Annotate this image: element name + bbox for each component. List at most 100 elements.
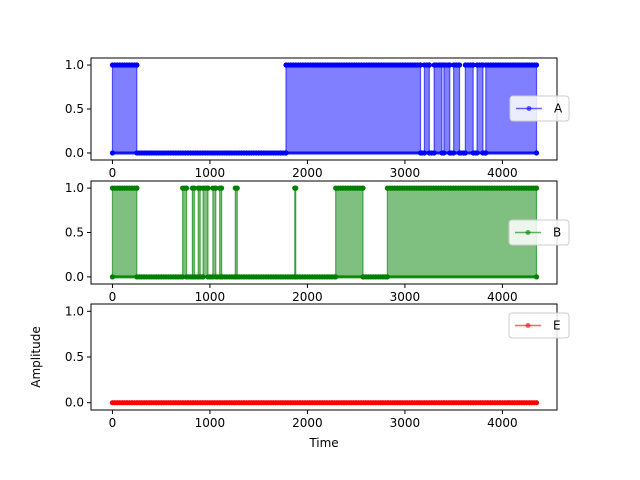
data-point	[431, 150, 437, 156]
x-tick-label: 0	[109, 166, 117, 180]
data-point	[417, 150, 424, 156]
area-fill	[443, 65, 450, 153]
data-point	[183, 274, 190, 280]
y-tick-label: 0.0	[65, 396, 84, 410]
data-point	[384, 274, 390, 280]
area-fill	[203, 188, 208, 277]
data-point	[205, 185, 211, 191]
area-fill	[235, 188, 238, 277]
y-tick-label: 0.0	[65, 270, 84, 284]
data-point	[533, 150, 540, 156]
data-point	[180, 274, 186, 280]
area-fill	[434, 65, 442, 153]
subplot-3: 0 1000 2000 3000 4000 0.0 0.5 1.0 Time Amplitude E	[29, 303, 570, 450]
x-tick-label: 3000	[390, 416, 421, 430]
x-tick-label: 3000	[390, 290, 421, 304]
data-point	[474, 150, 480, 156]
legend: E	[508, 312, 570, 339]
legend-label: E	[553, 319, 561, 333]
data-point	[213, 274, 219, 280]
data-point	[462, 150, 468, 156]
area-fill	[112, 188, 137, 277]
area-fill	[285, 65, 421, 153]
area-fill	[477, 65, 483, 153]
data-point	[234, 274, 240, 280]
area-fill	[424, 65, 430, 153]
data-point	[533, 274, 540, 280]
data-point	[134, 185, 140, 191]
x-tick-label: 0	[109, 290, 117, 304]
data-point	[191, 274, 197, 280]
data-point	[483, 150, 489, 156]
area-fill	[335, 188, 363, 277]
data-point	[293, 185, 299, 191]
legend-label: A	[554, 102, 563, 116]
data-point	[451, 150, 457, 156]
y-tick-label: 1.0	[65, 58, 84, 72]
x-tick-label: 2000	[292, 166, 323, 180]
area-fill	[182, 188, 187, 277]
data-point	[191, 185, 197, 191]
x-tick-label: 3000	[390, 166, 421, 180]
legend-swatch-marker	[525, 230, 531, 235]
x-axis-title: Time	[308, 436, 338, 450]
data-point	[134, 62, 140, 68]
data-point	[360, 274, 366, 280]
x-tick-label: 2000	[292, 416, 323, 430]
legend: B	[508, 219, 570, 246]
data-point	[447, 62, 453, 68]
data-point	[293, 274, 299, 280]
area-fill	[192, 188, 195, 277]
area-fill	[453, 65, 460, 153]
data-point	[109, 274, 116, 280]
data-point	[533, 185, 540, 191]
area-fill	[212, 188, 216, 277]
area-fill	[219, 188, 222, 277]
x-tick-label: 1000	[195, 166, 226, 180]
data-point	[456, 62, 463, 68]
x-tick-label: 1000	[195, 290, 226, 304]
subplot-2: 0 1000 2000 3000 4000 0.0 0.5 1.0 B	[65, 180, 570, 304]
data-point	[183, 185, 190, 191]
data-point	[283, 150, 289, 156]
data-point	[417, 62, 424, 68]
data-point	[234, 185, 240, 191]
data-point	[219, 274, 225, 280]
y-tick-label: 1.0	[65, 181, 84, 195]
legend-swatch-marker	[525, 323, 531, 328]
y-tick-label: 0.5	[65, 350, 84, 364]
data-point	[219, 185, 225, 191]
data-point	[470, 62, 476, 68]
area-fill	[465, 65, 474, 153]
x-tick-label: 0	[109, 416, 117, 430]
data-point	[200, 274, 206, 280]
x-tick-label: 4000	[487, 166, 518, 180]
data-point	[213, 185, 219, 191]
legend-label: B	[553, 226, 561, 240]
x-tick-label: 4000	[487, 416, 518, 430]
y-tick-label: 0.5	[65, 102, 84, 116]
data-point	[421, 150, 428, 156]
y-axis-title: Amplitude	[29, 326, 43, 388]
data-point	[426, 62, 432, 68]
data-point	[205, 274, 211, 280]
data-point	[109, 150, 116, 156]
x-tick-label: 1000	[195, 416, 226, 430]
subplot-1: 0 1000 2000 3000 4000 0.0 0.5 1.0 A	[65, 57, 570, 180]
area-fill	[198, 188, 201, 277]
data-point	[441, 150, 447, 156]
x-tick-label: 2000	[292, 290, 323, 304]
legend-swatch-marker	[526, 106, 532, 111]
data-point	[134, 274, 140, 280]
legend: A	[509, 95, 570, 122]
data-point	[426, 150, 432, 156]
y-tick-label: 1.0	[65, 304, 84, 318]
data-point	[456, 150, 463, 156]
y-tick-label: 0.5	[65, 226, 84, 240]
y-tick-label: 0.0	[65, 146, 84, 160]
data-point	[333, 274, 339, 280]
data-point	[533, 400, 540, 406]
data-point	[360, 185, 366, 191]
data-point	[470, 150, 476, 156]
